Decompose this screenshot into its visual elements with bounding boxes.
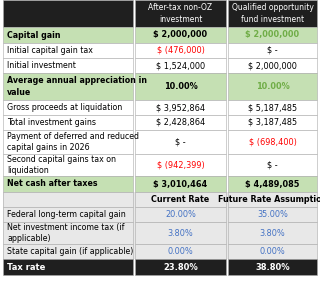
Text: $ -: $ -	[175, 138, 186, 146]
Bar	[135, 43, 226, 58]
Bar	[228, 43, 317, 58]
Text: $ (698,400): $ (698,400)	[249, 138, 296, 146]
Bar	[135, 0, 226, 27]
Text: $ 2,000,000: $ 2,000,000	[153, 31, 208, 39]
Text: $ (476,000): $ (476,000)	[156, 46, 204, 55]
Text: Initial capital gain tax: Initial capital gain tax	[7, 46, 93, 55]
Text: Total investment gains: Total investment gains	[7, 118, 96, 127]
Text: Current Rate: Current Rate	[151, 195, 210, 204]
Bar	[228, 154, 317, 176]
Text: 10.00%: 10.00%	[256, 82, 289, 91]
Bar	[3, 100, 133, 115]
Text: State capital gain (if applicable): State capital gain (if applicable)	[7, 247, 133, 256]
Text: Net investment income tax (if
applicable): Net investment income tax (if applicable…	[7, 223, 124, 243]
Bar	[135, 58, 226, 73]
Bar	[3, 207, 133, 222]
Bar	[3, 115, 133, 130]
Text: Tax rate: Tax rate	[7, 262, 45, 271]
Bar	[3, 0, 133, 27]
Bar	[3, 130, 133, 154]
Bar	[228, 130, 317, 154]
Bar	[3, 192, 317, 259]
Text: Net cash after taxes: Net cash after taxes	[7, 179, 98, 188]
Text: After-tax non-OZ
investment: After-tax non-OZ investment	[148, 3, 212, 24]
Text: $ -: $ -	[267, 161, 278, 169]
Text: $ 4,489,085: $ 4,489,085	[245, 179, 300, 188]
Text: Payment of deferred and reduced
capital gains in 2026: Payment of deferred and reduced capital …	[7, 132, 139, 152]
Text: $ (942,399): $ (942,399)	[156, 161, 204, 169]
Text: $ -: $ -	[267, 46, 278, 55]
Bar	[135, 244, 226, 259]
Bar	[135, 100, 226, 115]
Bar	[3, 154, 133, 176]
Bar	[3, 222, 133, 244]
Bar	[228, 73, 317, 100]
Text: $ 3,187,485: $ 3,187,485	[248, 118, 297, 127]
Bar	[3, 73, 133, 100]
Bar	[135, 130, 226, 154]
Bar	[135, 176, 226, 192]
Text: 0.00%: 0.00%	[168, 247, 193, 256]
Text: Future Rate Assumption: Future Rate Assumption	[218, 195, 320, 204]
Bar	[228, 27, 317, 43]
Text: Qualified opportunity
fund investment: Qualified opportunity fund investment	[232, 3, 313, 24]
Bar	[135, 259, 226, 275]
Text: Capital gain: Capital gain	[7, 31, 60, 39]
Bar	[135, 115, 226, 130]
Bar	[3, 58, 133, 73]
Bar	[135, 192, 226, 207]
Bar	[228, 176, 317, 192]
Bar	[3, 43, 133, 58]
Bar	[135, 222, 226, 244]
Bar	[228, 244, 317, 259]
Text: $ 5,187,485: $ 5,187,485	[248, 103, 297, 112]
Bar	[228, 100, 317, 115]
Text: Second capital gains tax on
liquidation: Second capital gains tax on liquidation	[7, 155, 116, 175]
Bar	[228, 222, 317, 244]
Bar	[228, 58, 317, 73]
Bar	[228, 192, 317, 207]
Text: $ 3,952,864: $ 3,952,864	[156, 103, 205, 112]
Text: Federal long-term capital gain: Federal long-term capital gain	[7, 210, 126, 219]
Text: $ 2,000,000: $ 2,000,000	[248, 61, 297, 70]
Bar	[135, 73, 226, 100]
Text: $ 2,000,000: $ 2,000,000	[245, 31, 300, 39]
Bar	[3, 192, 133, 207]
Bar	[135, 27, 226, 43]
Text: Initial investment: Initial investment	[7, 61, 76, 70]
Bar	[228, 115, 317, 130]
Bar	[135, 207, 226, 222]
Text: 20.00%: 20.00%	[165, 210, 196, 219]
Text: Average annual appreciation in
value: Average annual appreciation in value	[7, 76, 147, 97]
Text: $ 1,524,000: $ 1,524,000	[156, 61, 205, 70]
Bar	[135, 154, 226, 176]
Bar	[228, 207, 317, 222]
Text: 23.80%: 23.80%	[163, 262, 198, 271]
Text: 10.00%: 10.00%	[164, 82, 197, 91]
Bar	[3, 176, 133, 192]
Text: 38.80%: 38.80%	[255, 262, 290, 271]
Bar	[228, 259, 317, 275]
Bar	[3, 27, 133, 43]
Text: 35.00%: 35.00%	[257, 210, 288, 219]
Text: $ 3,010,464: $ 3,010,464	[153, 179, 208, 188]
Bar	[3, 244, 133, 259]
Text: 3.80%: 3.80%	[168, 228, 193, 238]
Text: 3.80%: 3.80%	[260, 228, 285, 238]
Text: 0.00%: 0.00%	[260, 247, 285, 256]
Text: Gross proceeds at liquidation: Gross proceeds at liquidation	[7, 103, 122, 112]
Bar	[228, 0, 317, 27]
Text: $ 2,428,864: $ 2,428,864	[156, 118, 205, 127]
Bar	[3, 259, 133, 275]
